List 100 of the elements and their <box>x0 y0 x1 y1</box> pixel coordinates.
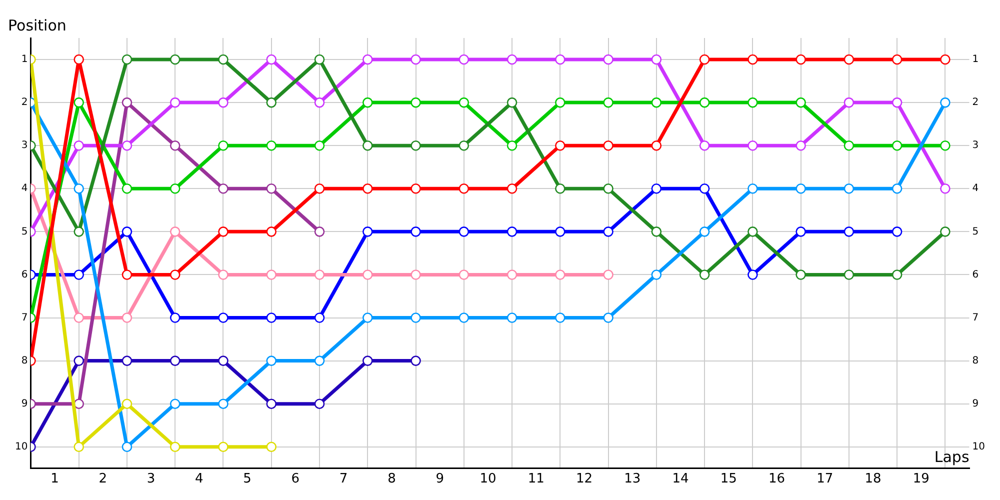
point <box>940 97 950 108</box>
point <box>651 54 662 65</box>
point <box>74 183 84 194</box>
point <box>410 270 421 280</box>
point <box>940 140 950 151</box>
point <box>170 140 180 151</box>
point <box>555 54 566 65</box>
point <box>314 226 325 237</box>
point <box>506 54 518 65</box>
y2-tick-label: 1 <box>972 54 979 66</box>
x-tick-label: 7 <box>339 472 348 487</box>
point <box>892 97 902 108</box>
point <box>940 226 950 237</box>
y2-tick-label: 2 <box>972 97 979 108</box>
point <box>796 54 806 65</box>
x-tick-label: 15 <box>720 472 737 487</box>
point <box>170 54 180 65</box>
x-tick-label: 14 <box>672 472 689 487</box>
point <box>844 54 854 65</box>
point <box>266 398 277 409</box>
point <box>844 183 854 194</box>
x-tick-label: 4 <box>195 472 204 487</box>
point <box>122 183 132 194</box>
point <box>266 183 277 194</box>
point <box>410 183 421 194</box>
point <box>314 398 325 409</box>
point <box>748 226 758 237</box>
point <box>122 312 132 323</box>
point <box>892 183 902 194</box>
y-tick-label: 1 <box>21 54 28 66</box>
point <box>170 312 180 323</box>
point <box>266 442 277 452</box>
point <box>458 97 470 108</box>
point <box>603 97 614 108</box>
point <box>940 183 950 194</box>
x-tick-label: 8 <box>388 472 396 487</box>
y-tick-label: 7 <box>21 312 28 324</box>
point <box>748 97 758 108</box>
x-tick-label: 13 <box>624 472 641 487</box>
point <box>651 140 662 151</box>
point <box>458 312 470 323</box>
point <box>122 398 132 409</box>
point <box>170 356 180 366</box>
point <box>844 97 854 108</box>
point <box>410 226 421 237</box>
point <box>410 97 421 108</box>
point <box>170 183 180 194</box>
point <box>506 97 518 108</box>
point <box>218 398 228 409</box>
point <box>266 356 277 366</box>
point <box>699 270 710 280</box>
point <box>603 140 614 151</box>
point <box>314 270 325 280</box>
point <box>699 97 710 108</box>
point <box>892 226 902 237</box>
point <box>458 140 470 151</box>
point <box>362 270 373 280</box>
y2-tick-label: 8 <box>972 355 979 366</box>
x-tick-label: 5 <box>243 472 252 487</box>
y2-tick-label: 9 <box>972 398 979 410</box>
point <box>555 270 566 280</box>
point <box>555 97 566 108</box>
point <box>748 183 758 194</box>
point <box>506 226 518 237</box>
x-tick-label: 16 <box>768 472 786 487</box>
point <box>796 270 806 280</box>
x-axis-title: Laps <box>934 448 970 466</box>
point <box>699 140 710 151</box>
point <box>651 226 662 237</box>
point <box>74 54 84 65</box>
point <box>458 183 470 194</box>
point <box>892 140 902 151</box>
y2-tick-label: 7 <box>972 312 979 324</box>
point <box>603 226 614 237</box>
point <box>218 270 228 280</box>
point <box>170 398 180 409</box>
point <box>122 54 132 65</box>
point <box>362 140 373 151</box>
point <box>314 140 325 151</box>
point <box>218 183 228 194</box>
point <box>603 54 614 65</box>
y-tick-label: 2 <box>21 97 28 108</box>
point <box>651 97 662 108</box>
point <box>362 183 373 194</box>
y2-tick-label: 3 <box>972 140 979 152</box>
point <box>122 97 132 108</box>
point <box>170 442 180 452</box>
point <box>506 183 518 194</box>
point <box>748 270 758 280</box>
y-tick-label: 8 <box>21 355 28 366</box>
x-tick-label: 18 <box>864 472 882 487</box>
point <box>555 312 566 323</box>
y2-tick-label: 4 <box>972 183 979 194</box>
point <box>410 312 421 323</box>
point <box>699 54 710 65</box>
point <box>314 97 325 108</box>
point <box>458 270 470 280</box>
point <box>74 226 84 237</box>
point <box>410 356 421 366</box>
point <box>940 54 950 65</box>
